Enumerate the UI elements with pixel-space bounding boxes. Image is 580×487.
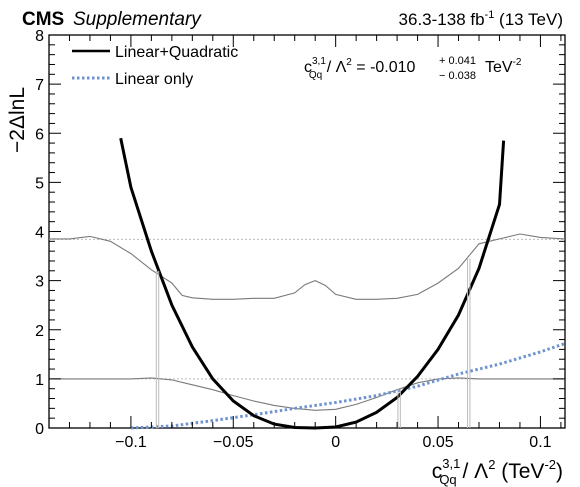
series-layer xyxy=(49,137,566,430)
y-axis: 0 1 2 3 4 5 6 7 8 xyxy=(35,28,565,438)
legend-label-lin-quad: Linear+Quadratic xyxy=(115,44,238,61)
supplementary-label: Supplementary xyxy=(73,9,202,30)
series-line-0 xyxy=(119,137,506,430)
y-tick-label-2: 2 xyxy=(35,323,44,340)
y-tick-label-5: 5 xyxy=(35,175,44,192)
fit-result-main: c3,1 Qq / Λ2 = -0.010 xyxy=(304,56,416,81)
series-line-1 xyxy=(130,342,566,430)
fit-result-down: − 0.038 xyxy=(439,70,476,82)
y-tick-label-8: 8 xyxy=(35,28,44,45)
interval-markers xyxy=(155,258,471,428)
y-axis-title: −2ΔlnL xyxy=(6,87,29,153)
y-tick-label-1: 1 xyxy=(35,372,44,389)
x-tick-label-3: 0.05 xyxy=(422,434,453,451)
x-tick-label-0: −0.1 xyxy=(115,434,147,451)
series-line-3 xyxy=(49,377,565,411)
x-axis: −0.1 −0.05 0 0.05 0.1 xyxy=(48,35,562,451)
fit-result-up: + 0.041 xyxy=(439,55,476,67)
fit-result: c3,1 Qq / Λ2 = -0.010 + 0.041 − 0.038 TeV… xyxy=(304,55,522,82)
x-tick-label-1: −0.05 xyxy=(213,434,254,451)
series-line-2 xyxy=(49,233,566,300)
reference-lines xyxy=(49,238,565,380)
luminosity-label: 36.3-138 fb-1 (13 TeV) xyxy=(399,9,563,29)
x-tick-label-4: 0.1 xyxy=(529,434,551,451)
y-tick-label-3: 3 xyxy=(35,274,44,291)
cms-label: CMS xyxy=(22,9,64,30)
y-tick-label-7: 7 xyxy=(35,77,44,94)
y-tick-label-6: 6 xyxy=(35,126,44,143)
x-tick-label-2: 0 xyxy=(331,434,340,451)
y-tick-label-0: 0 xyxy=(35,421,44,438)
y-tick-label-4: 4 xyxy=(35,225,44,242)
plot-frame xyxy=(48,34,566,429)
legend: Linear+Quadratic Linear only xyxy=(72,44,238,88)
legend-label-lin-only: Linear only xyxy=(115,71,193,88)
fit-result-unit: TeV-2 xyxy=(485,57,522,76)
x-axis-title: c3,1 Qq / Λ2 (TeV-2) xyxy=(432,456,563,487)
